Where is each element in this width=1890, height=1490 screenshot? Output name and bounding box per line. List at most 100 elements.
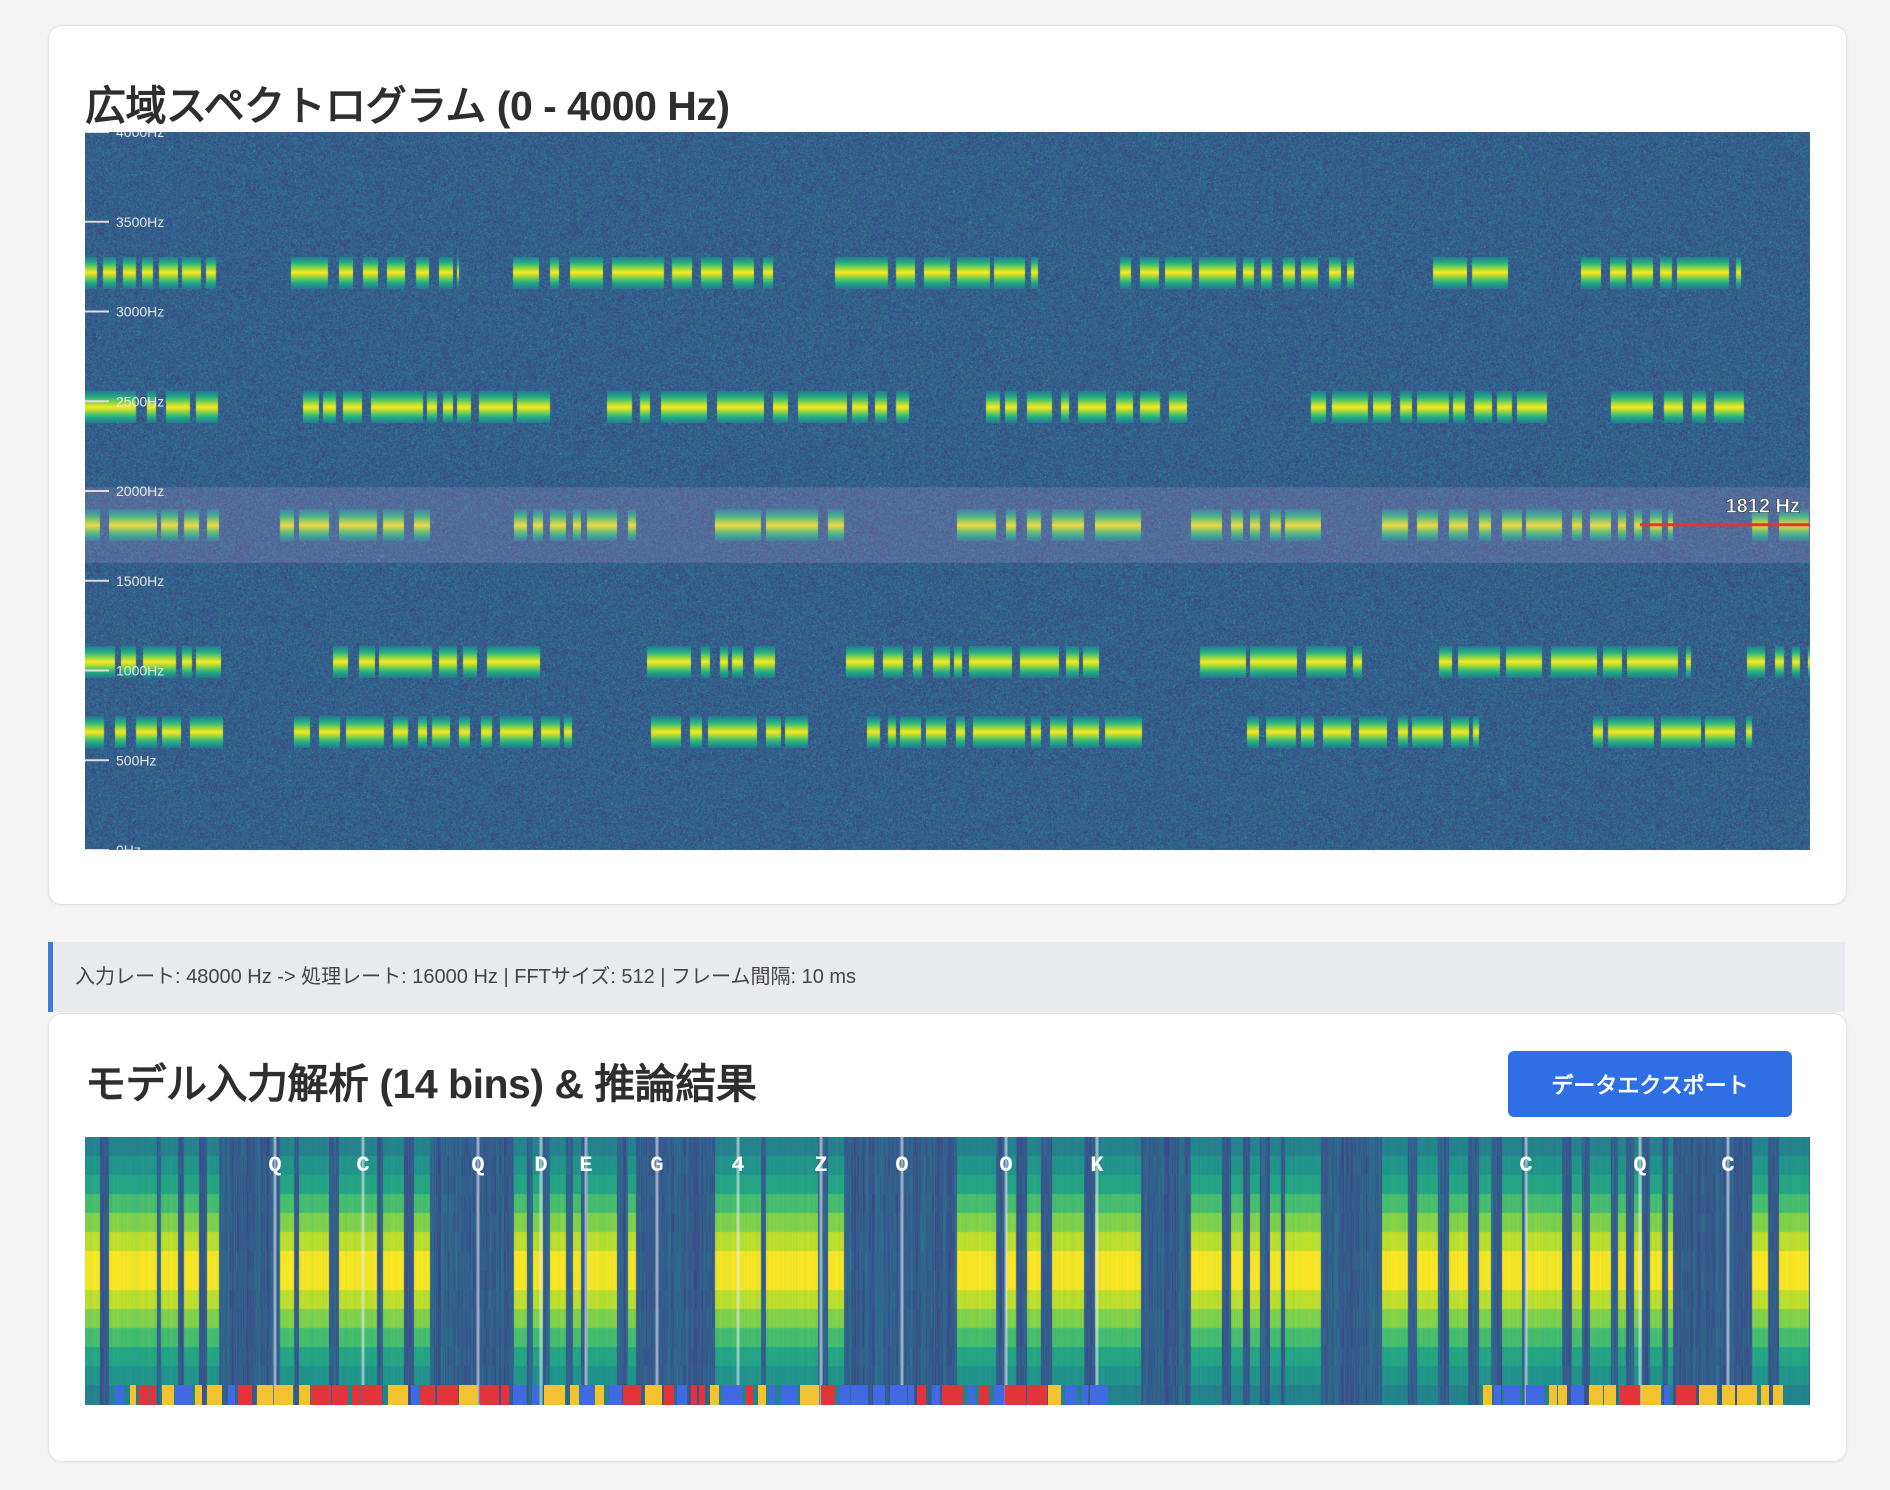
class-segment [532,1385,538,1405]
predicted-char: Q [268,1153,281,1178]
class-segment [1641,1385,1661,1405]
inference-overlay: Q C Q D E G 4 Z O O K C Q C [115,1137,1783,1405]
wide-spectrogram[interactable]: 4000Hz 3500Hz 3000Hz 2500Hz 2000Hz 1500Hz 1000… [85,132,1810,850]
class-segment [1065,1385,1077,1405]
class-segment [664,1385,674,1405]
class-segment [1005,1385,1026,1405]
class-segment [1676,1385,1696,1405]
class-segment [1604,1385,1616,1405]
class-segment [580,1385,594,1405]
class-segment [139,1385,148,1405]
spectrogram-canvas[interactable] [85,132,1810,850]
class-segment [149,1385,156,1405]
freq-tick-label: 500Hz [116,752,156,768]
class-segment [908,1385,914,1405]
class-segment [544,1385,565,1405]
class-segment [274,1385,293,1405]
wide-spectrogram-title: 広域スペクトログラム (0 - 4000 Hz) [85,83,730,129]
freq-tick-label: 2500Hz [116,393,164,409]
processing-info-bar: 入力レート: 48000 Hz -> 処理レート: 16000 Hz | FFT… [48,942,1845,1012]
class-segment [1664,1385,1670,1405]
class-segment [1558,1385,1567,1405]
class-segment [311,1385,331,1405]
class-segment [501,1385,509,1405]
class-segment [411,1385,419,1405]
class-segment [994,1385,1004,1405]
class-segment [839,1385,850,1405]
class-segment [979,1385,989,1405]
spectrogram-overlay: 4000Hz 3500Hz 3000Hz 2500Hz 2000Hz 1500Hz 1000… [85,132,1810,850]
freq-tick-label: 1500Hz [116,573,164,589]
model-input-heatmap: Q C Q D E G 4 Z O O K C Q C [85,1137,1810,1405]
class-segment [691,1385,697,1405]
predicted-char: C [356,1153,369,1178]
model-analysis-title: モデル入力解析 (14 bins) & 推論結果 [85,1061,757,1107]
class-segment [1761,1385,1769,1405]
class-segment [710,1385,719,1405]
class-segment [570,1385,579,1405]
freq-tick-label: 3500Hz [116,214,164,230]
class-segment [388,1385,408,1405]
class-segment [175,1385,192,1405]
class-segment [513,1385,526,1405]
class-segment [1483,1385,1492,1405]
class-segment [800,1385,819,1405]
class-segment [115,1385,124,1405]
selection-band [85,487,1810,563]
class-segment [645,1385,662,1405]
predicted-char: C [1721,1153,1734,1178]
class-segment [257,1385,273,1405]
class-segment [968,1385,975,1405]
class-segment [890,1385,907,1405]
predicted-char: E [579,1153,592,1178]
predicted-char: D [534,1153,547,1178]
class-segment [932,1385,940,1405]
class-segment [722,1385,742,1405]
class-segment [1549,1385,1557,1405]
class-segment [332,1385,348,1405]
predicted-char: C [1519,1153,1532,1178]
class-segment [699,1385,705,1405]
class-segment [942,1385,963,1405]
predicted-char: Q [471,1153,484,1178]
class-segment [480,1385,499,1405]
class-segment [1699,1385,1717,1405]
class-segment [1027,1385,1047,1405]
class-segment [361,1385,382,1405]
wide-spectrogram-card: 広域スペクトログラム (0 - 4000 Hz) 4000Hz 3500Hz 300… [48,25,1847,905]
class-segment [1082,1385,1088,1405]
class-segment [781,1385,797,1405]
predicted-char: G [650,1153,663,1178]
export-data-button[interactable]: データエクスポート [1508,1051,1792,1117]
class-segment [228,1385,235,1405]
predicted-char: Z [814,1153,827,1178]
class-segment [746,1385,753,1405]
freq-tick-label: 3000Hz [116,304,164,320]
class-segment [595,1385,604,1405]
predicted-char: K [1090,1153,1104,1178]
class-segment [758,1385,766,1405]
model-analysis-card: モデル入力解析 (14 bins) & 推論結果 データエクスポート Q C Q D E… [48,1013,1847,1462]
selected-frequency-label: 1812 Hz [1726,496,1801,518]
class-segment [238,1385,252,1405]
class-segment [821,1385,835,1405]
class-segment [1589,1385,1603,1405]
freq-tick-label: 2000Hz [116,483,164,499]
class-segment [1722,1385,1735,1405]
class-segment [1048,1385,1061,1405]
predicted-char: Q [1633,1153,1646,1178]
freq-tick-label: 0Hz [116,842,141,850]
class-segment [207,1385,222,1405]
class-segment [459,1385,478,1405]
class-segment [437,1385,458,1405]
freq-tick-label: 1000Hz [116,663,164,679]
class-segment [851,1385,868,1405]
class-segment [1620,1385,1640,1405]
class-segment [1737,1385,1757,1405]
class-segment [299,1385,310,1405]
class-segment [1090,1385,1108,1405]
class-segment [195,1385,202,1405]
predicted-char: O [895,1153,908,1178]
class-segment [1494,1385,1501,1405]
class-segment [162,1385,174,1405]
